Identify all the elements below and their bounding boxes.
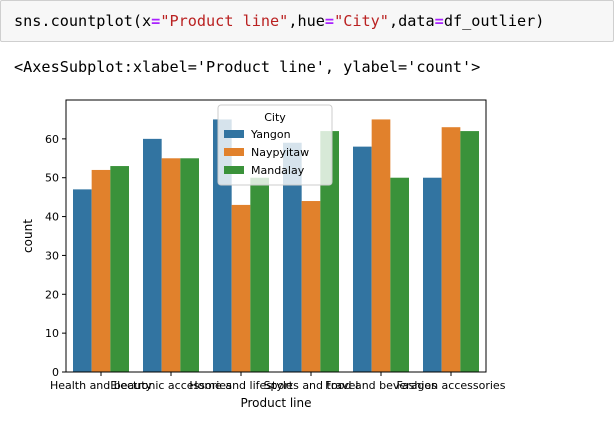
bar-yangon-4 xyxy=(353,146,372,372)
legend-title: City xyxy=(264,111,286,124)
bar-mandalay-5 xyxy=(460,131,479,372)
y-tick-label: 40 xyxy=(45,211,59,224)
x-tick-label: Electronic accessories xyxy=(110,379,232,392)
x-tick-label: Food and beverages xyxy=(325,379,437,392)
bars-group xyxy=(73,119,479,372)
legend-box xyxy=(217,104,333,186)
bar-mandalay-4 xyxy=(390,177,409,372)
bar-yangon-0 xyxy=(73,189,92,372)
code-hue-kw: ,hue xyxy=(288,12,325,30)
legend-swatch-mandalay xyxy=(224,166,244,174)
output-repr: <AxesSubplot:xlabel='Product line', ylab… xyxy=(14,58,481,76)
bar-yangon-3 xyxy=(283,142,302,372)
bar-naypyitaw-5 xyxy=(441,127,461,372)
code-operator: = xyxy=(151,12,161,30)
code-prefix: sns.countplot(x xyxy=(14,12,152,30)
bar-naypyitaw-1 xyxy=(161,158,181,372)
code-data-kw: ,data xyxy=(388,12,435,30)
code-string-x: "Product line" xyxy=(160,12,289,30)
axes-frame xyxy=(65,99,487,373)
legend: City Yangon Naypyitaw Mandalay xyxy=(217,104,333,186)
code-operator: = xyxy=(434,12,444,30)
code-suffix: df_outlier) xyxy=(443,12,545,30)
bar-naypyitaw-0 xyxy=(91,169,111,372)
legend-label-yangon: Yangon xyxy=(250,128,291,141)
bar-mandalay-0 xyxy=(110,166,129,372)
legend-label-mandalay: Mandalay xyxy=(251,164,305,177)
code-operator: = xyxy=(324,12,335,30)
code-text[interactable]: sns.countplot(x="Product line",hue="City… xyxy=(14,11,544,31)
y-axis-label: count xyxy=(21,219,35,253)
bar-mandalay-1 xyxy=(180,158,199,372)
bar-mandalay-3 xyxy=(320,131,339,372)
legend-swatch-naypyitaw xyxy=(224,148,244,156)
legend-label-naypyitaw: Naypyitaw xyxy=(251,146,309,159)
bar-yangon-1 xyxy=(143,138,162,372)
y-tick-label: 10 xyxy=(45,327,59,340)
y-tick-label: 60 xyxy=(45,133,59,146)
bar-naypyitaw-4 xyxy=(371,119,391,372)
bar-mandalay-2 xyxy=(250,177,269,372)
y-tick-label: 50 xyxy=(45,172,59,185)
x-tick-label: Health and beauty xyxy=(50,379,153,392)
x-tick-label: Home and lifestyle xyxy=(189,379,293,392)
bar-naypyitaw-3 xyxy=(301,201,321,372)
bar-yangon-5 xyxy=(423,177,442,372)
y-tick-label: 0 xyxy=(52,366,59,379)
y-tick-label: 20 xyxy=(45,288,59,301)
bar-naypyitaw-2 xyxy=(231,204,251,372)
x-tick-label: Fashion accessories xyxy=(397,379,506,392)
x-tick-label: Sports and travel xyxy=(264,379,359,392)
x-axis-label: Product line xyxy=(240,396,311,410)
y-axis: 0 10 20 30 40 50 60 xyxy=(45,133,66,379)
y-tick-label: 30 xyxy=(45,249,59,262)
code-string-hue: "City" xyxy=(334,12,389,30)
legend-swatch-yangon xyxy=(224,130,244,138)
code-cell[interactable]: sns.countplot(x="Product line",hue="City… xyxy=(0,0,614,42)
countplot-chart: 0 10 20 30 40 50 60 Health and beautyElectroni… xyxy=(21,99,506,410)
